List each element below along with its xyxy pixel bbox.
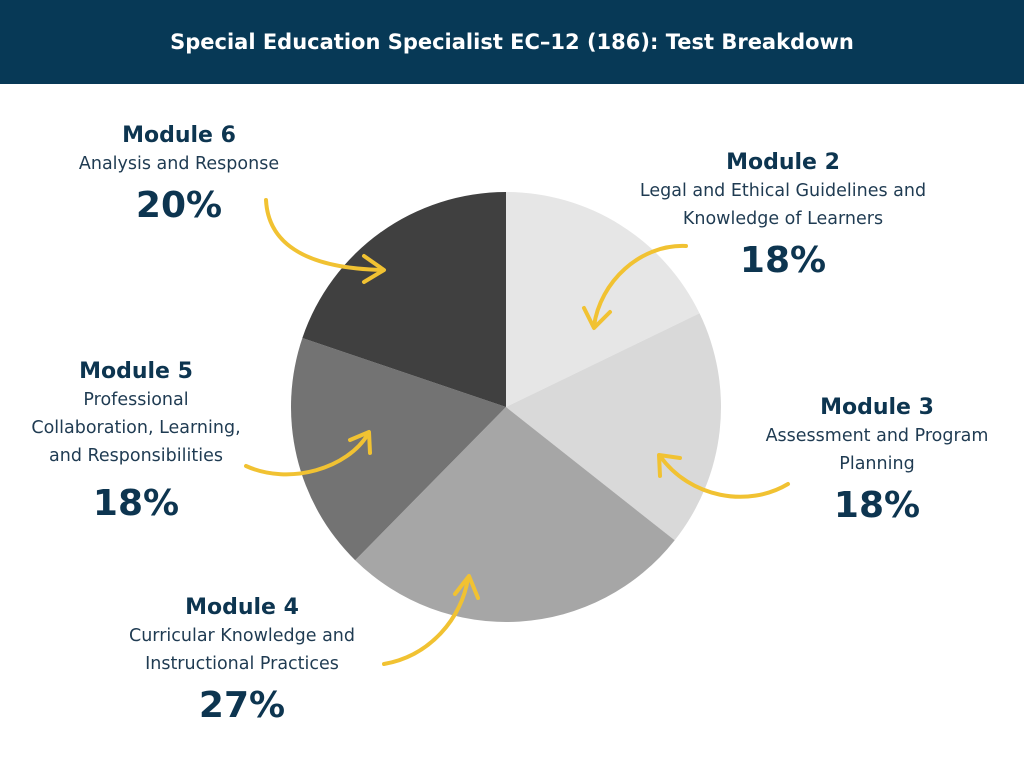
module-title: Module 3 xyxy=(820,395,934,420)
arrow-head-module-4 xyxy=(453,574,480,600)
module-title: Module 6 xyxy=(122,123,236,148)
callout-arrows xyxy=(244,198,790,666)
label-module-5: Module 5 Professional Collaboration, Lea… xyxy=(10,358,262,526)
arrow-head-module-6 xyxy=(362,254,386,284)
module-description-line: Collaboration, Learning, xyxy=(31,418,241,438)
label-module-3: Module 3 Assessment and Program Planning… xyxy=(744,394,1010,528)
page-title: Special Education Specialist EC–12 (186)… xyxy=(170,30,854,54)
pie-slice-module-6 xyxy=(302,192,506,407)
module-description: Analysis and Response xyxy=(78,154,280,174)
module-percent: 18% xyxy=(739,240,827,281)
pie-slice-module-5 xyxy=(291,338,506,561)
module-description-line: Knowledge of Learners xyxy=(682,209,884,229)
module-description-line: and Responsibilities xyxy=(49,446,223,466)
module-percent: 18% xyxy=(833,485,921,526)
pie-slice-module-3 xyxy=(506,313,721,541)
module-description-line: Curricular Knowledge and xyxy=(129,626,355,646)
arrow-module-2 xyxy=(592,243,688,328)
module-description-line: Assessment and Program xyxy=(765,426,989,446)
arrow-head-module-5 xyxy=(348,430,372,455)
module-percent: 18% xyxy=(92,483,180,524)
pie-slice-module-4 xyxy=(355,407,675,622)
arrow-module-3 xyxy=(658,454,790,499)
module-description-line: Instructional Practices xyxy=(145,654,339,674)
module-description-line: Professional xyxy=(83,390,189,410)
label-module-2: Module 2 Legal and Ethical Guidelines an… xyxy=(600,149,966,283)
module-description-line: Planning xyxy=(839,454,915,474)
module-title: Module 2 xyxy=(726,150,840,175)
module-title: Module 5 xyxy=(79,359,193,384)
arrow-module-5 xyxy=(244,432,370,477)
module-percent: 20% xyxy=(135,185,223,226)
label-module-4: Module 4 Curricular Knowledge and Instru… xyxy=(100,594,384,728)
arrow-module-6 xyxy=(264,198,384,272)
header-bar: Special Education Specialist EC–12 (186)… xyxy=(0,0,1024,84)
arrow-head-module-3 xyxy=(657,453,682,478)
arrow-module-4 xyxy=(382,576,470,666)
module-description-line: Legal and Ethical Guidelines and xyxy=(639,181,927,201)
module-percent: 27% xyxy=(198,685,286,726)
arrow-head-module-2 xyxy=(582,306,612,330)
module-title: Module 4 xyxy=(185,595,299,620)
label-module-6: Module 6 Analysis and Response 20% xyxy=(54,122,304,228)
